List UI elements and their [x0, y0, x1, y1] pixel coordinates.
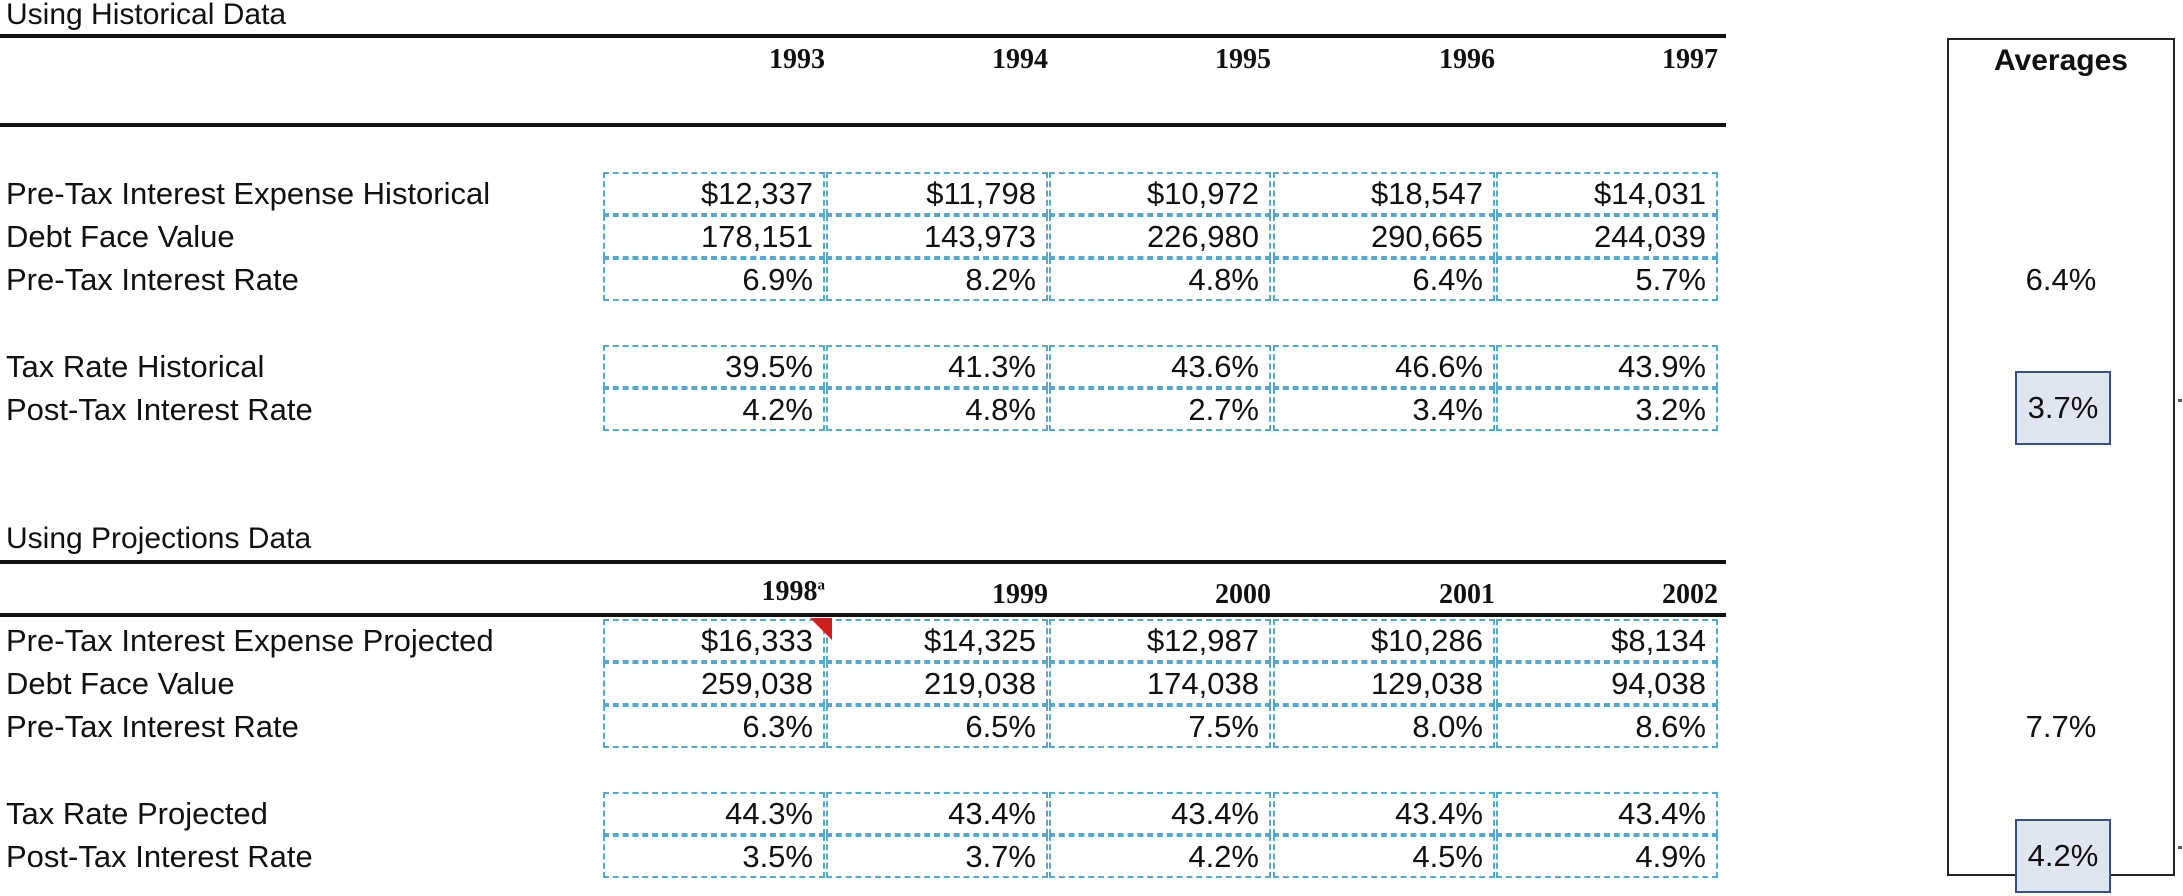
year-header: 1994 [992, 44, 1048, 75]
table-cell[interactable]: 8.0% [1273, 705, 1495, 748]
row-label-pretax-expense-historical: Pre-Tax Interest Expense Historical [6, 176, 491, 211]
row-label-debt-face-value: Debt Face Value [6, 219, 235, 254]
table-cell[interactable]: 43.6% [1049, 345, 1271, 388]
average-pretax-historical: 6.4% [2025, 262, 2097, 297]
row-label-pretax-interest-rate: Pre-Tax Interest Rate [6, 709, 299, 744]
historical-header-rule [0, 123, 1726, 127]
projections-top-rule [0, 560, 1726, 564]
table-cell[interactable]: 4.5% [1273, 835, 1495, 878]
table-cell[interactable]: $14,031 [1496, 172, 1718, 215]
table-cell[interactable]: 4.2% [1049, 835, 1271, 878]
table-cell[interactable]: 8.6% [1496, 705, 1718, 748]
table-cell[interactable]: 259,038 [603, 662, 825, 705]
row-label-posttax-interest-rate: Post-Tax Interest Rate [6, 839, 313, 874]
table-cell[interactable]: 3.5% [603, 835, 825, 878]
table-cell[interactable]: 244,039 [1496, 215, 1718, 258]
table-cell[interactable]: 143,973 [826, 215, 1048, 258]
table-cell[interactable]: $10,286 [1273, 619, 1495, 662]
table-cell[interactable]: 41.3% [826, 345, 1048, 388]
table-cell[interactable]: 174,038 [1049, 662, 1271, 705]
table-cell[interactable]: 219,038 [826, 662, 1048, 705]
table-cell[interactable]: 4.8% [826, 388, 1048, 431]
average-posttax-historical[interactable]: 3.7% [2015, 371, 2111, 445]
table-cell[interactable]: 178,151 [603, 215, 825, 258]
table-cell[interactable]: 44.3% [603, 792, 825, 835]
historical-section-title: Using Historical Data [6, 0, 287, 31]
footnote-marker: a [817, 577, 826, 594]
table-cell[interactable]: 4.9% [1496, 835, 1718, 878]
year-header: 2000 [1215, 579, 1271, 610]
table-cell[interactable]: 39.5% [603, 345, 825, 388]
table-cell[interactable]: 46.6% [1273, 345, 1495, 388]
year-label: 1998 [761, 576, 818, 607]
table-cell[interactable]: 6.3% [603, 705, 825, 748]
table-cell[interactable]: 7.5% [1049, 705, 1271, 748]
table-cell[interactable]: 94,038 [1496, 662, 1718, 705]
table-cell[interactable]: 2.7% [1049, 388, 1271, 431]
table-cell[interactable]: $14,325 [826, 619, 1048, 662]
table-cell[interactable]: 43.4% [1496, 792, 1718, 835]
year-header: 2001 [1439, 579, 1495, 610]
table-cell[interactable]: 8.2% [826, 258, 1048, 301]
table-cell[interactable]: 290,665 [1273, 215, 1495, 258]
row-label-tax-rate-historical: Tax Rate Historical [6, 349, 265, 384]
projections-header-rule [0, 613, 1726, 617]
table-cell[interactable]: $12,987 [1049, 619, 1271, 662]
table-cell[interactable]: 3.2% [1496, 388, 1718, 431]
table-cell[interactable]: 3.4% [1273, 388, 1495, 431]
year-header: 1996 [1439, 44, 1495, 75]
table-cell[interactable]: 4.8% [1049, 258, 1271, 301]
edge-marker [2178, 846, 2182, 849]
table-cell[interactable]: 6.9% [603, 258, 825, 301]
table-cell[interactable]: $12,337 [603, 172, 825, 215]
row-label-posttax-interest-rate: Post-Tax Interest Rate [6, 392, 313, 427]
year-header: 1997 [1662, 44, 1718, 75]
comment-indicator-icon[interactable] [810, 618, 832, 640]
edge-marker [2178, 399, 2182, 402]
table-cell[interactable]: $11,798 [826, 172, 1048, 215]
year-header: 1995 [1215, 44, 1271, 75]
table-cell[interactable]: 43.4% [826, 792, 1048, 835]
average-posttax-projected[interactable]: 4.2% [2015, 819, 2111, 893]
table-cell[interactable]: 3.7% [826, 835, 1048, 878]
year-header: 1993 [769, 44, 825, 75]
historical-top-rule [0, 34, 1726, 38]
year-header: 2002 [1662, 579, 1718, 610]
average-pretax-projected: 7.7% [2025, 709, 2097, 744]
row-label-pretax-interest-rate: Pre-Tax Interest Rate [6, 262, 299, 297]
averages-title: Averages [1994, 44, 2128, 77]
table-cell[interactable]: 43.4% [1049, 792, 1271, 835]
row-label-tax-rate-projected: Tax Rate Projected [6, 796, 268, 831]
table-cell[interactable]: $10,972 [1049, 172, 1271, 215]
year-header-1998: 1998a [603, 576, 826, 608]
row-label-pretax-expense-projected: Pre-Tax Interest Expense Projected [6, 623, 494, 658]
table-cell[interactable]: 6.5% [826, 705, 1048, 748]
table-cell[interactable]: 129,038 [1273, 662, 1495, 705]
projections-section-title: Using Projections Data [6, 522, 312, 555]
averages-panel [1947, 38, 2175, 876]
year-header: 1999 [992, 579, 1048, 610]
table-cell[interactable]: $16,333 [603, 619, 825, 662]
table-cell[interactable]: 226,980 [1049, 215, 1271, 258]
table-cell[interactable]: 43.4% [1273, 792, 1495, 835]
table-cell[interactable]: 6.4% [1273, 258, 1495, 301]
table-cell[interactable]: 43.9% [1496, 345, 1718, 388]
table-cell[interactable]: $8,134 [1496, 619, 1718, 662]
row-label-debt-face-value: Debt Face Value [6, 666, 235, 701]
table-cell[interactable]: 5.7% [1496, 258, 1718, 301]
table-cell[interactable]: $18,547 [1273, 172, 1495, 215]
table-cell[interactable]: 4.2% [603, 388, 825, 431]
